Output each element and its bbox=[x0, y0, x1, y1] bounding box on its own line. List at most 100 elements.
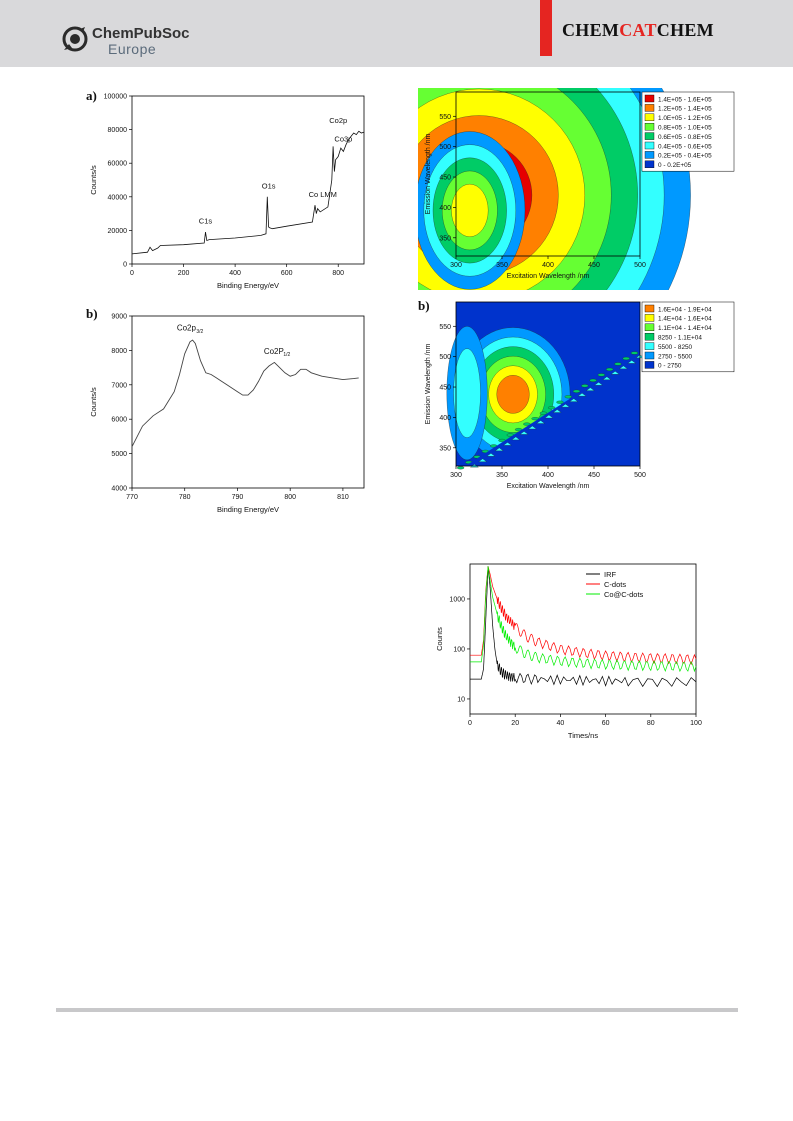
legend-entry: 0 - 0.2E+05 bbox=[658, 162, 692, 169]
scatter-artifact bbox=[539, 411, 548, 415]
scatter-artifact bbox=[597, 373, 606, 377]
x-tick-label: 780 bbox=[179, 494, 191, 501]
y-tick-label: 80000 bbox=[108, 127, 128, 134]
legend-swatch bbox=[644, 113, 655, 121]
x-tick-label: 60 bbox=[602, 720, 610, 727]
scatter-artifact bbox=[523, 422, 531, 426]
y-tick-label: 100000 bbox=[104, 94, 127, 101]
legend-entry: 2750 - 5500 bbox=[658, 353, 693, 360]
legend-entry: 5500 - 8250 bbox=[658, 344, 693, 351]
scatter-artifact bbox=[618, 365, 628, 369]
legend-swatch bbox=[644, 104, 655, 112]
legend-entry: 1.4E+04 - 1.6E+04 bbox=[658, 316, 712, 323]
peak-annotation-subscript: 3/2 bbox=[196, 329, 203, 335]
y-tick-label: 450 bbox=[439, 385, 451, 392]
legend-swatch bbox=[644, 314, 655, 322]
legend-entry: 0.8E+05 - 1.0E+05 bbox=[658, 125, 712, 132]
scatter-artifact bbox=[605, 367, 614, 371]
x-axis-label: Excitation Wavelength /nm bbox=[507, 273, 590, 280]
legend-entry: 0 - 2750 bbox=[658, 363, 682, 370]
x-tick-label: 600 bbox=[281, 270, 293, 277]
publisher-region: Europe bbox=[108, 41, 157, 57]
scatter-artifact bbox=[544, 414, 554, 419]
y-tick-label: 500 bbox=[439, 354, 451, 361]
legend-swatch bbox=[644, 342, 655, 350]
y-tick-label: 7000 bbox=[111, 382, 127, 389]
legend-swatch bbox=[644, 123, 655, 131]
legend-box bbox=[641, 91, 735, 172]
scatter-artifact bbox=[564, 395, 572, 399]
x-tick-label: 80 bbox=[647, 720, 655, 727]
legend-entry: IRF bbox=[604, 570, 617, 579]
scatter-artifact bbox=[622, 356, 630, 361]
x-tick-label: 0 bbox=[130, 270, 134, 277]
legend-entry: 8250 - 1.1E+04 bbox=[658, 335, 702, 342]
x-tick-label: 800 bbox=[284, 494, 296, 501]
y-tick-label: 4000 bbox=[111, 486, 127, 493]
x-tick-label: 400 bbox=[542, 262, 554, 269]
x-tick-label: 300 bbox=[450, 262, 462, 269]
peak-annotation: C1s bbox=[199, 217, 213, 226]
plot-frame bbox=[469, 563, 697, 715]
scatter-artifact bbox=[581, 384, 589, 388]
y-axis-label: Emission Wavelength /nm bbox=[425, 344, 432, 425]
legend-entry: 1.6E+04 - 1.9E+04 bbox=[658, 306, 712, 313]
legend-entry: 1.4E+05 - 1.6E+05 bbox=[658, 96, 712, 103]
x-tick-label: 450 bbox=[588, 472, 600, 479]
xps-survey-panel-label: a) bbox=[86, 88, 97, 103]
xps-co2p-chart: 770 780 790 800 810 4000 5000 6000 7000 8000 9000 B… bbox=[89, 314, 365, 514]
legend-entry: 1.0E+05 - 1.2E+05 bbox=[658, 115, 712, 122]
y-tick-label: 350 bbox=[439, 235, 451, 242]
y-tick-label: 9000 bbox=[111, 314, 127, 321]
scatter-artifact bbox=[594, 382, 604, 386]
header-accent-bar bbox=[540, 0, 552, 56]
xps-survey-chart: 0 200 400 600 800 0 20000 40000 60000 80000 100000… bbox=[89, 94, 365, 290]
legend-entry: 0.4E+05 - 0.6E+05 bbox=[658, 143, 712, 150]
em-contour-a-chart: 300 350 400 450 500 350 400 450 500 550 Excitation… bbox=[418, 88, 735, 290]
y-tick-label: 550 bbox=[439, 114, 451, 121]
legend-swatch bbox=[644, 333, 655, 341]
peak-annotation: Co LMM bbox=[309, 190, 337, 199]
co2p-line bbox=[131, 339, 359, 447]
legend-swatch bbox=[644, 94, 655, 103]
legend-entry: 1.1E+04 - 1.4E+04 bbox=[658, 325, 712, 332]
x-tick-label: 40 bbox=[557, 720, 565, 727]
y-tick-label: 60000 bbox=[108, 161, 128, 168]
scatter-artifact bbox=[627, 360, 637, 364]
legend-swatch bbox=[644, 323, 655, 331]
x-axis-label: Binding Energy/eV bbox=[217, 281, 279, 290]
scatter-artifact bbox=[561, 403, 570, 408]
decay-series-line bbox=[470, 566, 697, 673]
y-tick-label: 100 bbox=[453, 646, 465, 653]
decay-chart: 0 20 40 60 80 100 10 100 1000 Times/ns Counts IRFC-… bbox=[435, 563, 702, 740]
y-tick-label: 1000 bbox=[449, 596, 465, 603]
x-tick-label: 500 bbox=[634, 262, 646, 269]
em-b-panel-label: b) bbox=[418, 298, 430, 313]
scatter-artifact bbox=[511, 436, 521, 441]
footer-divider bbox=[56, 1008, 738, 1012]
legend-swatch bbox=[644, 141, 655, 150]
scatter-artifact bbox=[486, 453, 496, 457]
legend-entry: C-dots bbox=[604, 580, 626, 589]
x-tick-label: 300 bbox=[450, 472, 462, 479]
x-axis-label: Times/ns bbox=[568, 731, 598, 740]
scatter-artifact bbox=[577, 392, 587, 397]
scatter-artifact bbox=[548, 406, 556, 410]
x-axis-label: Binding Energy/eV bbox=[217, 505, 279, 514]
journal-title-part3: CHEM bbox=[656, 20, 714, 40]
scatter-artifact bbox=[602, 376, 612, 380]
decay-series-line bbox=[470, 566, 697, 688]
scatter-artifact bbox=[527, 425, 537, 430]
x-tick-label: 350 bbox=[496, 262, 508, 269]
y-tick-label: 550 bbox=[439, 324, 451, 331]
scatter-artifact bbox=[494, 447, 504, 451]
peak-annotation: Co3p bbox=[334, 134, 352, 143]
y-tick-label: 350 bbox=[439, 445, 451, 452]
legend-swatch bbox=[644, 151, 655, 159]
y-tick-label: 500 bbox=[439, 144, 451, 151]
legend-entry: 0.6E+05 - 0.8E+05 bbox=[658, 134, 712, 141]
contour-level bbox=[453, 348, 481, 438]
scatter-artifact bbox=[552, 409, 562, 413]
x-tick-label: 770 bbox=[126, 494, 138, 501]
plot-frame bbox=[131, 95, 365, 265]
